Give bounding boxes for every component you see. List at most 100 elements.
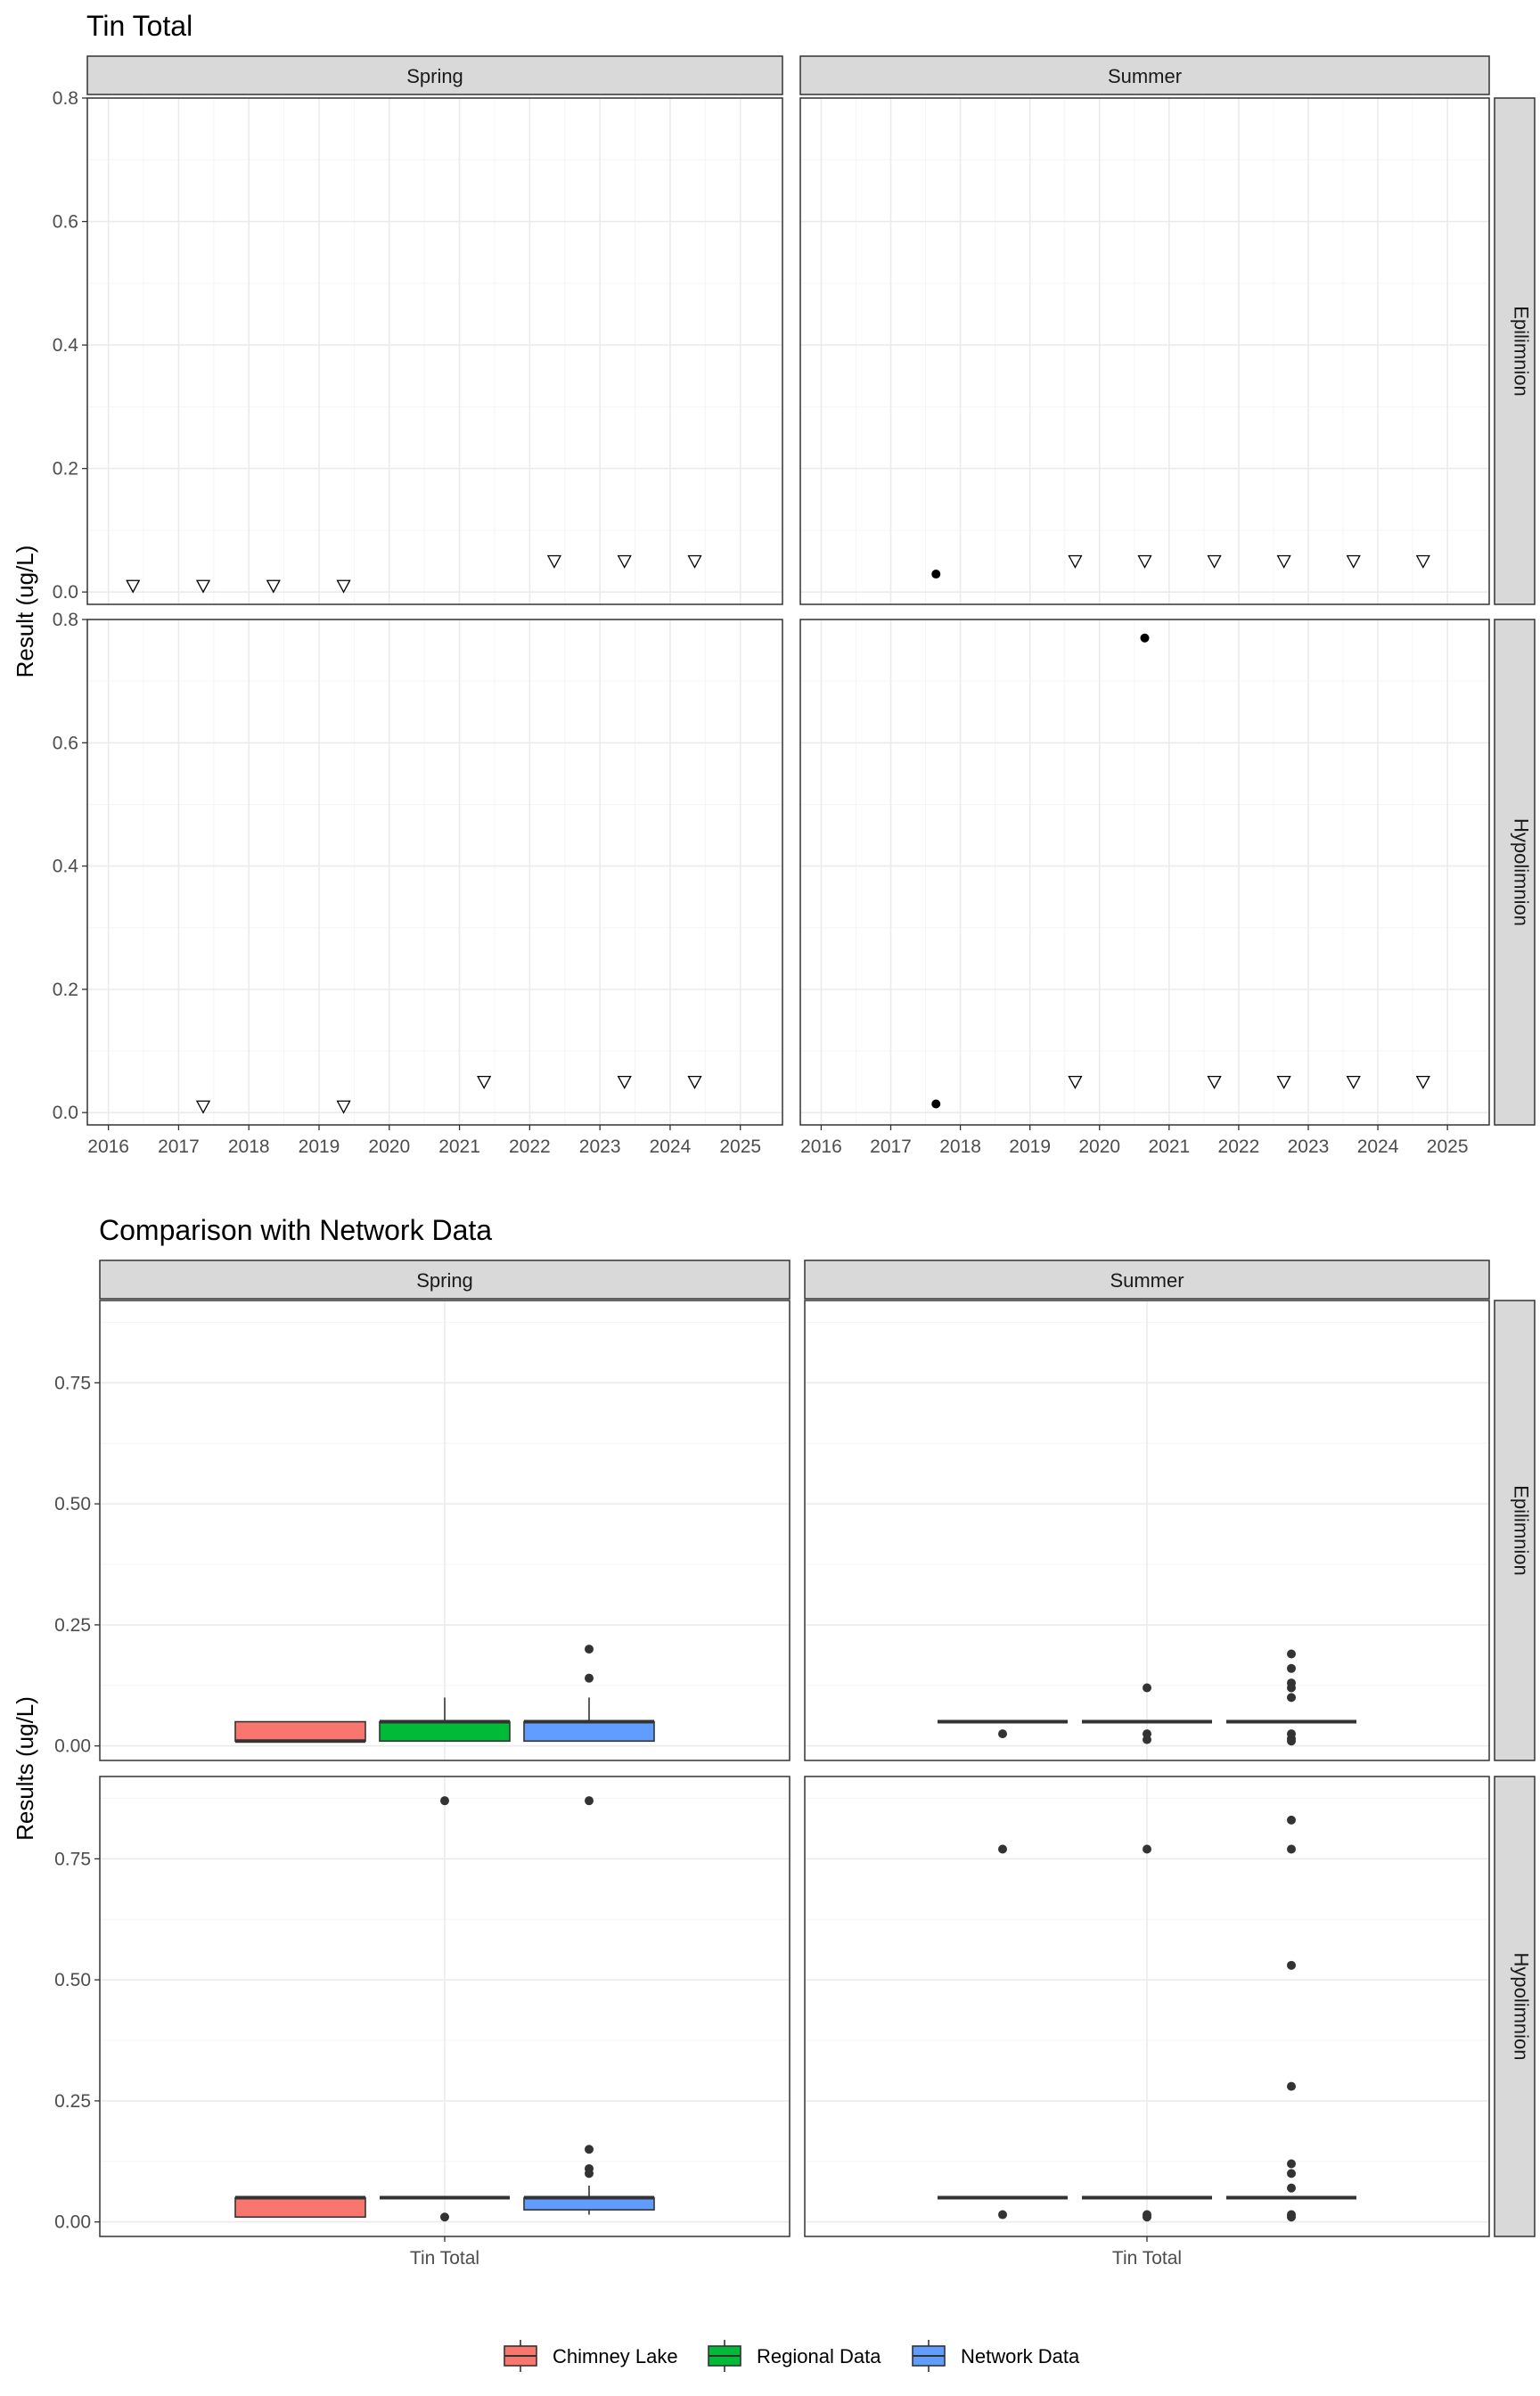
point-censored-3 xyxy=(617,1075,632,1089)
point-censored-5 xyxy=(1346,554,1361,569)
strip-epilimnion xyxy=(1494,97,1536,605)
outlier-point-0 xyxy=(998,1729,1007,1739)
panel-background xyxy=(800,620,1489,1125)
panel-background xyxy=(800,98,1489,604)
boxplot-chart: Spring Summer Epilimnion Hypolimnion 0.00 0.2… xyxy=(12,1260,1536,2269)
panel-border xyxy=(799,619,1490,1126)
box-body xyxy=(379,1720,511,1743)
y-axis-title: Results (ug/L) xyxy=(12,1696,38,1841)
y-tick-label: 0.4 xyxy=(53,335,79,356)
outlier-point-0 xyxy=(1287,1649,1296,1659)
point-censored-1 xyxy=(1068,554,1083,569)
x-tick-label-2024: 2024 xyxy=(650,1136,692,1157)
panel-spring-epilimnion xyxy=(86,97,783,605)
legend-label-regional-data: Regional Data xyxy=(757,2345,881,2367)
panel-summer-epilimnion xyxy=(804,1300,1490,1761)
strip-summer xyxy=(799,55,1490,95)
point-censored-5 xyxy=(1346,1075,1361,1089)
box-body xyxy=(234,1720,366,1743)
box-regional-data xyxy=(1082,1844,1212,2222)
outlier-point-2 xyxy=(1287,1960,1296,1970)
strip-epilimnion xyxy=(1494,1300,1536,1761)
y-tick-label: 0.8 xyxy=(53,88,78,109)
panel-spring-hypolimnion xyxy=(86,619,783,1126)
outlier-point-3 xyxy=(585,2169,594,2179)
chart-title-tin-total: Tin Total xyxy=(86,10,192,42)
box-chimney-lake xyxy=(234,1720,366,1744)
outlier-point-2 xyxy=(1143,2212,1151,2222)
point-censored-1 xyxy=(1068,1075,1083,1089)
y-tick-label: 0.2 xyxy=(53,980,78,1000)
point-censored-5 xyxy=(617,554,632,569)
strip-spring xyxy=(86,55,783,95)
outlier-point-1 xyxy=(998,2210,1007,2220)
box-body xyxy=(523,2196,655,2211)
strip-hypolimnion xyxy=(1494,619,1536,1126)
y-tick-label: 0.75 xyxy=(54,1849,91,1869)
y-tick-label: 0.50 xyxy=(54,1970,91,1990)
x-tick-label-2022: 2022 xyxy=(1218,1136,1260,1157)
strip-summer xyxy=(804,1260,1490,1300)
point-detected-0 xyxy=(931,570,941,579)
x-tick-label-2022: 2022 xyxy=(509,1136,551,1157)
box-network-data xyxy=(523,1645,655,1743)
outlier-point-0 xyxy=(585,1796,594,1806)
point-censored-1 xyxy=(336,1100,351,1114)
panel-spring-hypolimnion xyxy=(99,1776,790,2237)
outlier-point-1 xyxy=(585,1673,594,1683)
x-tick-label-2021: 2021 xyxy=(1148,1136,1190,1157)
point-censored-6 xyxy=(1415,1075,1430,1089)
point-censored-1 xyxy=(195,579,211,594)
y-tick-label: 0.00 xyxy=(54,1736,91,1757)
panel-summer-epilimnion xyxy=(799,97,1490,605)
point-censored-3 xyxy=(1207,554,1222,569)
outlier-point-3 xyxy=(1287,1683,1296,1693)
outlier-point-1 xyxy=(585,2145,594,2154)
panel-border xyxy=(799,97,1490,605)
outlier-point-5 xyxy=(1287,2169,1296,2179)
outlier-point-7 xyxy=(1287,1736,1296,1746)
y-tick-label: 0.6 xyxy=(53,212,78,233)
y-tick-label: 0.8 xyxy=(53,610,78,630)
y-tick-label: 0.6 xyxy=(53,733,78,753)
box-regional-data xyxy=(379,1697,511,1743)
point-censored-0 xyxy=(195,1100,211,1114)
point-censored-4 xyxy=(546,554,562,569)
x-tick-label-summer: Tin Total xyxy=(1112,2248,1182,2269)
point-censored-2 xyxy=(1137,554,1152,569)
strip-hypolimnion xyxy=(1494,1776,1536,2237)
x-tick-label-2016: 2016 xyxy=(87,1136,129,1157)
point-censored-4 xyxy=(1276,554,1291,569)
strip-label-summer: Summer xyxy=(1108,65,1182,87)
y-tick-label: 0.0 xyxy=(53,582,78,603)
outlier-point-0 xyxy=(440,1796,449,1806)
panel-spring-epilimnion xyxy=(99,1300,790,1761)
box-body xyxy=(234,2196,366,2219)
point-censored-3 xyxy=(336,579,351,594)
box-regional-data xyxy=(1082,1683,1212,1744)
panel-background xyxy=(87,98,782,604)
x-tick-label-2019: 2019 xyxy=(299,1136,340,1157)
outlier-point-0 xyxy=(585,1645,594,1654)
legend: Chimney Lake Regional Data Network Data xyxy=(504,2340,1080,2372)
point-censored-3 xyxy=(1207,1075,1222,1089)
x-tick-label-2016: 2016 xyxy=(800,1136,842,1157)
outlier-point-2 xyxy=(1143,1735,1151,1744)
box-chimney-lake xyxy=(234,2195,366,2219)
x-tick-label-2021: 2021 xyxy=(438,1136,480,1157)
x-tick-label-2017: 2017 xyxy=(158,1136,200,1157)
strip-spring xyxy=(99,1260,790,1300)
y-tick-label: 0.00 xyxy=(54,2212,91,2233)
panel-summer-hypolimnion xyxy=(804,1776,1490,2237)
x-tick-label-2018: 2018 xyxy=(939,1136,981,1157)
chart-title-comparison: Comparison with Network Data xyxy=(99,1214,492,1246)
point-censored-6 xyxy=(687,554,702,569)
x-tick-label-2020: 2020 xyxy=(1078,1136,1120,1157)
outlier-point-4 xyxy=(1287,2159,1296,2169)
strip-label-spring: Spring xyxy=(416,1269,473,1292)
strip-label-spring: Spring xyxy=(406,65,463,87)
box-network-data xyxy=(523,1796,655,2215)
y-tick-label: 0.0 xyxy=(53,1103,78,1123)
strip-label-summer: Summer xyxy=(1110,1269,1184,1292)
